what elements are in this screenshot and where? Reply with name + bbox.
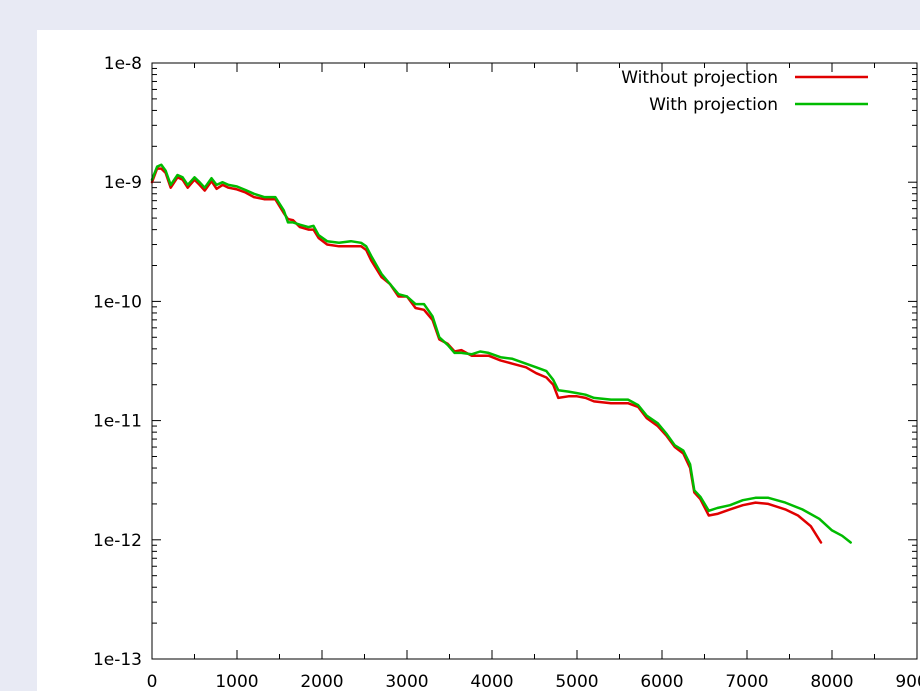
x-tick-label: 6000 [640,672,683,691]
y-tick-label: 1e-11 [93,412,142,432]
y-tick-label: 1e-12 [93,531,142,551]
y-axis-tick-labels: 1e-13 1e-12 1e-11 1e-10 1e-9 1e-8 [93,54,142,670]
legend: Without projection With projection [621,68,868,115]
x-tick-label: 9000 [895,672,920,691]
x-tick-label: 4000 [470,672,513,691]
y-tick-label: 1e-9 [104,173,142,193]
series-line-with-projection [150,163,852,544]
x-tick-label: 5000 [555,672,598,691]
y-tick-label: 1e-10 [93,292,142,312]
x-tick-label: 3000 [385,672,428,691]
x-tick-label: 2000 [300,672,343,691]
x-axis-tick-labels: 0 1000 2000 3000 4000 5000 6000 7000 8000 9000 [147,672,920,691]
x-tick-label: 1000 [215,672,258,691]
y-tick-label: 1e-13 [93,650,142,670]
plot-series [150,163,852,544]
legend-label-with-projection: With projection [649,95,778,115]
x-tick-label: 8000 [810,672,853,691]
chart-panel [37,30,920,691]
legend-label-without-projection: Without projection [621,68,778,88]
x-tick-label: 0 [147,672,158,691]
y-tick-label: 1e-8 [104,54,142,74]
x-tick-label: 7000 [725,672,768,691]
plot-frame [151,62,918,660]
